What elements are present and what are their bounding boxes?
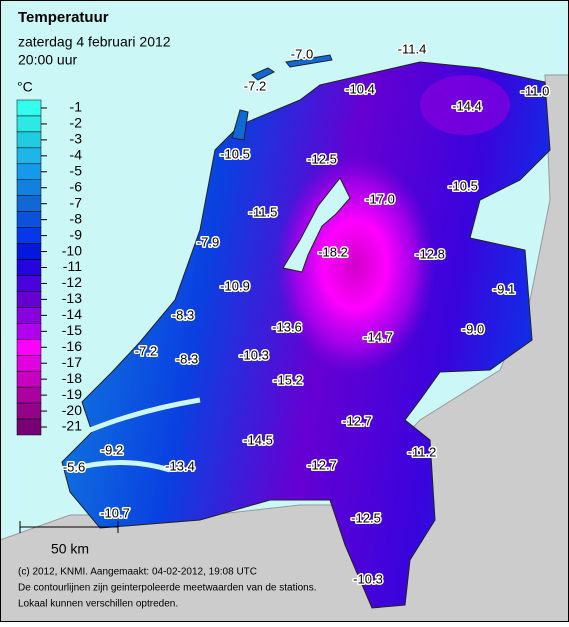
station-label: -12.5 <box>307 151 337 166</box>
legend-unit: °C <box>17 79 33 95</box>
footer-line: De contourlijnen zijn geinterpoleerde me… <box>18 583 317 594</box>
station-label: -11.4 <box>398 41 427 56</box>
title: Temperatuur <box>18 9 109 26</box>
station-label: -12.5 <box>351 510 381 525</box>
island <box>231 109 249 141</box>
legend-swatch <box>16 307 42 324</box>
legend-label: -19 <box>62 386 82 402</box>
station-label: -14.5 <box>243 432 273 447</box>
station-label: -10.5 <box>448 178 478 193</box>
legend-swatch <box>16 418 42 436</box>
legend-label: -6 <box>70 178 83 194</box>
station-label: -13.6 <box>272 319 302 334</box>
island <box>285 54 333 68</box>
legend-label: -20 <box>62 402 82 418</box>
estuary <box>89 397 201 433</box>
footer-line: Lokaal kunnen verschillen optreden. <box>18 599 178 610</box>
station-label: -8.3 <box>172 307 194 322</box>
legend-swatch <box>16 291 42 308</box>
legend-swatch <box>16 147 42 165</box>
station-label: -11.5 <box>249 204 278 219</box>
estuary <box>69 460 171 473</box>
legend-swatch <box>16 131 42 149</box>
station-label: -17.0 <box>365 191 395 206</box>
station-label: -12.8 <box>415 246 445 261</box>
station-label: -10.3 <box>353 571 383 586</box>
legend-label: -17 <box>62 354 82 370</box>
legend-swatch <box>16 195 42 212</box>
legend-swatch <box>16 323 42 340</box>
station-label: -11.0 <box>521 83 550 98</box>
legend-label: -18 <box>62 370 82 386</box>
legend-label: -16 <box>62 338 82 354</box>
station-label: -10.7 <box>100 505 130 520</box>
station-label: -7.2 <box>135 343 157 358</box>
legend-label: -9 <box>70 226 83 242</box>
ijsselmeer <box>282 177 351 273</box>
island <box>251 67 275 81</box>
legend-label: -11 <box>63 258 82 274</box>
legend-label: -15 <box>62 322 82 338</box>
time: 20:00 uur <box>18 52 77 68</box>
legend-label: -13 <box>62 290 82 306</box>
legend-swatch <box>16 275 42 292</box>
legend-swatch <box>16 115 42 133</box>
legend-swatch <box>16 211 42 228</box>
station-label: -12.7 <box>342 413 372 428</box>
legend-swatch <box>16 386 42 404</box>
scale-label: 50 km <box>51 541 89 557</box>
station-label: -10.5 <box>220 146 250 161</box>
legend-swatch <box>16 227 42 244</box>
legend-label: -14 <box>62 306 82 322</box>
station-labels: -7.0 -11.4 -7.2 -10.4 -14.4 -11.0 -10.5 -12.5 -1… <box>61 40 551 588</box>
legend: -1-2-3-4-5-6-7-8-9-10-11-12-13-14-15-16-… <box>16 99 83 436</box>
station-label: -12.7 <box>307 457 337 472</box>
legend-swatch <box>16 402 42 420</box>
station-label: -18.2 <box>318 244 348 259</box>
legend-label: -5 <box>70 162 83 178</box>
legend-swatch <box>16 339 42 356</box>
legend-label: -4 <box>70 147 83 163</box>
station-label: -10.3 <box>239 347 269 362</box>
footer-line: (c) 2012, KNMI. Aangemaakt: 04-02-2012, … <box>18 567 257 578</box>
station-label: -15.2 <box>273 372 303 387</box>
station-label: -7.2 <box>244 78 266 93</box>
legend-label: -2 <box>70 115 83 131</box>
legend-swatch <box>16 370 42 388</box>
legend-swatch <box>16 99 42 117</box>
waterways <box>69 397 201 473</box>
scale-bar <box>19 521 119 533</box>
station-label: -9.0 <box>462 321 484 336</box>
station-label: -7.0 <box>291 46 313 61</box>
islands <box>231 54 333 141</box>
legend-swatch <box>16 179 42 196</box>
legend-swatch <box>16 163 42 181</box>
station-label: -9.2 <box>101 442 123 457</box>
legend-label: -8 <box>70 210 83 226</box>
legend-label: -12 <box>62 274 82 290</box>
station-label: -5.6 <box>63 459 85 474</box>
station-label: -7.9 <box>197 234 219 249</box>
station-label: -11.2 <box>408 444 437 459</box>
legend-swatch <box>16 354 42 372</box>
legend-swatch <box>16 243 42 260</box>
cold-area <box>420 75 510 135</box>
date: zaterdag 4 februari 2012 <box>18 34 171 50</box>
station-label: -10.9 <box>220 278 250 293</box>
legend-label: -10 <box>62 242 82 258</box>
station-label: -8.3 <box>176 351 198 366</box>
legend-swatch <box>16 259 42 276</box>
legend-label: -21 <box>62 418 82 434</box>
station-label: -14.7 <box>363 329 393 344</box>
station-label: -14.4 <box>452 98 482 113</box>
legend-label: -3 <box>70 131 83 147</box>
legend-label: -1 <box>70 99 83 115</box>
cold-core <box>275 155 435 375</box>
station-label: -10.4 <box>345 81 375 96</box>
station-label: -13.4 <box>165 458 195 473</box>
station-label: -9.1 <box>493 281 515 296</box>
legend-label: -7 <box>70 194 83 210</box>
